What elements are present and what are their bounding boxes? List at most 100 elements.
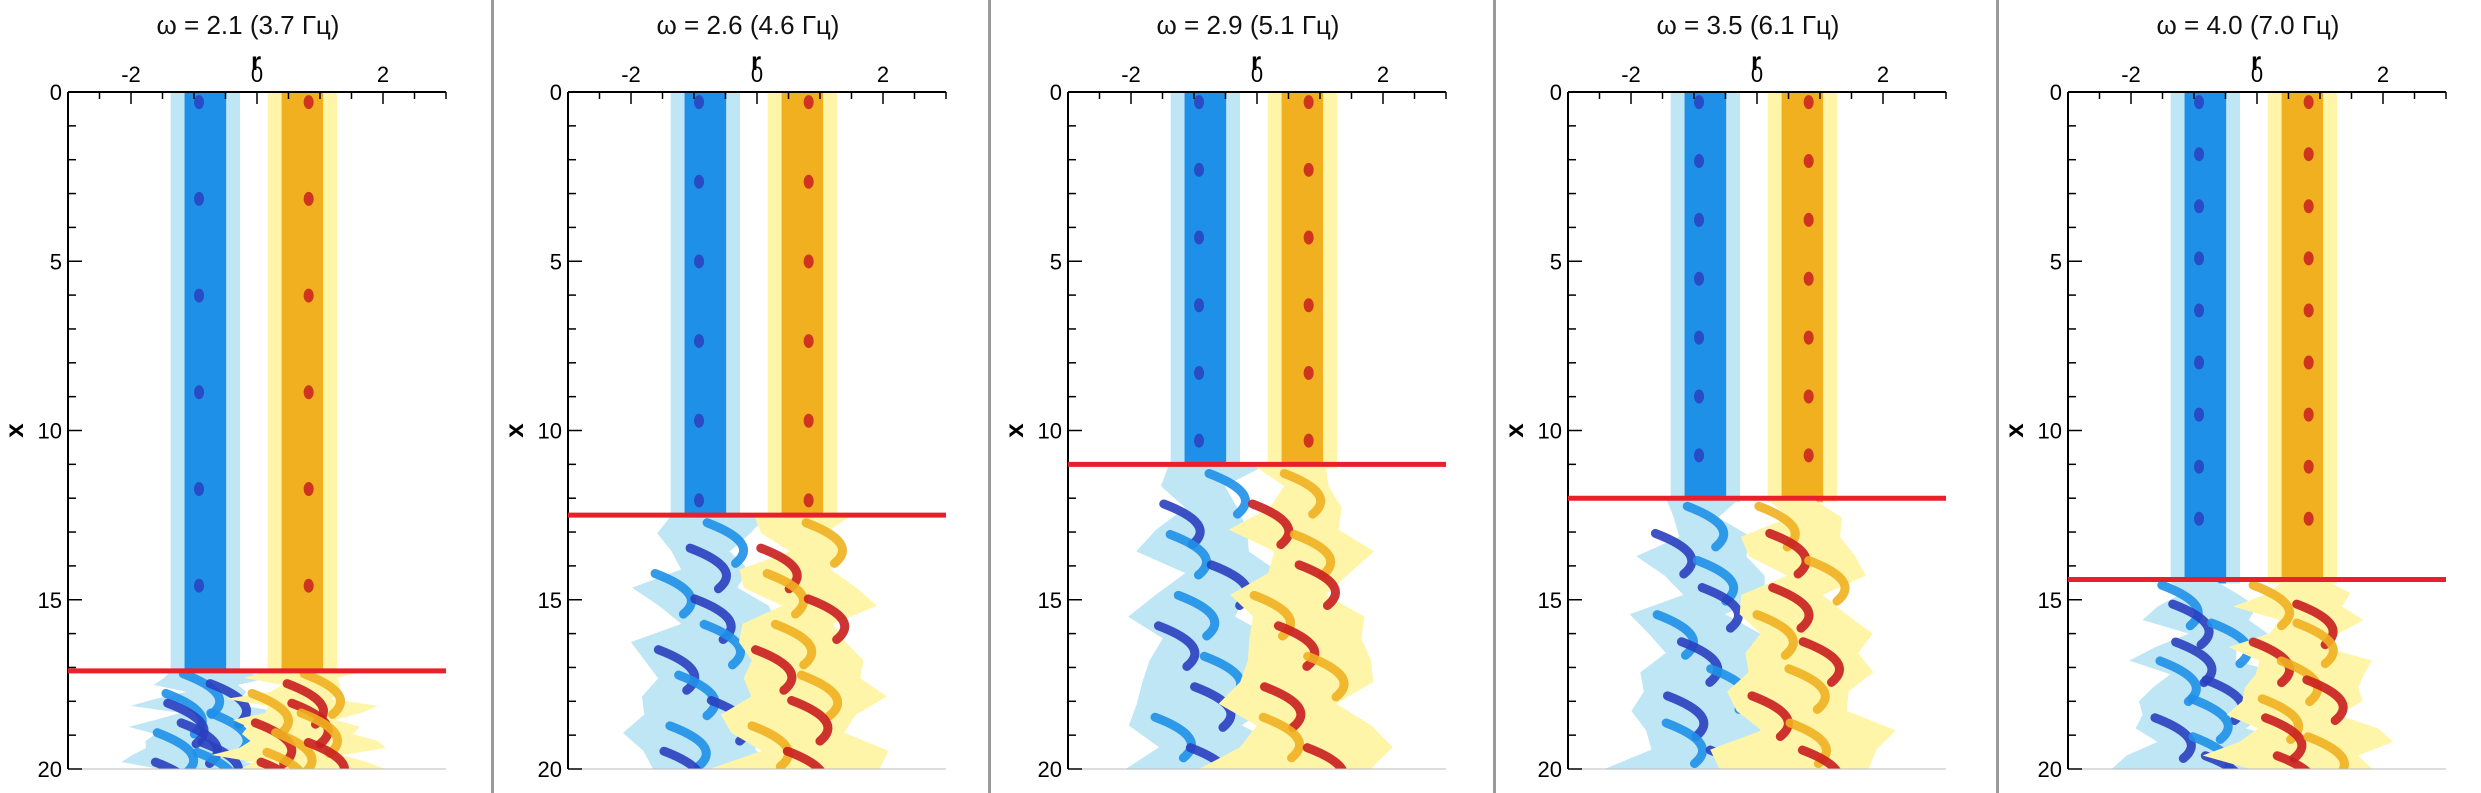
turbulent-filament xyxy=(262,747,304,769)
vortex-core xyxy=(694,413,705,428)
vortex-core xyxy=(1194,230,1205,245)
turbulent-filament xyxy=(150,757,181,769)
turbulent-filament xyxy=(1165,529,1211,580)
positive-vorticity-band xyxy=(1281,92,1324,469)
turbulent-filament xyxy=(256,757,286,769)
vortex-core xyxy=(2194,199,2205,214)
y-axis-label: x xyxy=(2000,423,2029,438)
vorticity-field xyxy=(2111,92,2394,769)
y-tick-label: 15 xyxy=(2038,588,2062,613)
x-tick-label: 0 xyxy=(2251,62,2263,87)
y-tick-label: 10 xyxy=(1538,419,1562,444)
vortex-core xyxy=(1303,433,1314,448)
turbulent-filament xyxy=(747,721,793,769)
turbulent-filament xyxy=(1258,712,1305,763)
vortex-core xyxy=(2303,459,2314,474)
turbulent-filament xyxy=(1173,590,1220,641)
turbulent-filament xyxy=(1661,718,1707,769)
turbulent-filament xyxy=(2302,675,2348,726)
vortex-core xyxy=(1694,95,1705,110)
turbulent-filament xyxy=(2272,751,2311,769)
vortex-core xyxy=(2303,355,2314,370)
positive-vorticity-band xyxy=(1781,92,1824,503)
x-tick-label: 2 xyxy=(1877,62,1889,87)
y-tick-label: 10 xyxy=(538,419,562,444)
y-tick-label: 0 xyxy=(50,80,62,105)
vorticity-field xyxy=(1604,92,1896,769)
y-tick-label: 0 xyxy=(2050,80,2062,105)
vortex-core xyxy=(194,95,205,110)
turbulent-filament xyxy=(1150,712,1196,763)
turbulent-filament xyxy=(2187,694,2233,744)
turbulent-filament xyxy=(685,543,731,594)
x-axis-label: r xyxy=(1251,46,1261,76)
vortex-core xyxy=(1194,433,1205,448)
negative-vorticity-band xyxy=(1684,92,1727,503)
turbulent-filament xyxy=(1765,528,1811,579)
turbulent-filament xyxy=(803,594,850,645)
vortex-core xyxy=(1303,162,1314,177)
turbulent-filament xyxy=(299,669,346,719)
y-tick-label: 5 xyxy=(1050,249,1062,274)
x-tick-label: 2 xyxy=(1377,62,1389,87)
turbulent-filament xyxy=(2168,599,2214,650)
vortex-core xyxy=(2194,251,2205,266)
turbulent-filament xyxy=(787,695,833,746)
vortex-core xyxy=(2194,511,2205,526)
y-tick-label: 20 xyxy=(1538,757,1562,782)
vortex-core xyxy=(1694,389,1705,404)
turbulent-filament xyxy=(1204,468,1250,519)
turbulent-filament xyxy=(2261,713,2307,763)
vortex-core xyxy=(2194,147,2205,162)
y-axis-label: x xyxy=(500,423,529,438)
vortex-core xyxy=(303,385,314,400)
turbulent-filament xyxy=(247,688,293,739)
vortex-core xyxy=(803,334,814,349)
turbulent-filament xyxy=(1697,583,1743,633)
turbulent-filament xyxy=(197,737,244,769)
turbulent-filament xyxy=(2303,732,2349,769)
vortex-core xyxy=(194,288,205,303)
turbulent-filament xyxy=(1804,555,1850,606)
vortex-core xyxy=(1694,212,1705,227)
turbulent-filament xyxy=(770,619,817,670)
vortex-core xyxy=(1303,365,1314,380)
chart-panel-5: ω = 4.0 (7.0 Гц) -2 0 2 0 5 10 15 20 r x xyxy=(2000,0,2481,793)
negative-vorticity-band xyxy=(1184,92,1227,469)
turbulent-filament xyxy=(2248,580,2294,631)
chart-title: ω = 3.5 (6.1 Гц) xyxy=(1656,10,1840,40)
turbulent-filament xyxy=(699,619,745,670)
y-tick-label: 15 xyxy=(538,588,562,613)
positive-vorticity-band xyxy=(781,92,824,520)
vorticity-field xyxy=(623,92,889,769)
turbulent-filament xyxy=(1797,745,1841,769)
vortex-core xyxy=(2194,303,2205,318)
turbulent-filament xyxy=(1279,468,1326,519)
turbulent-filament xyxy=(653,645,700,695)
x-axis-label: r xyxy=(1751,46,1761,76)
x-tick-label: 0 xyxy=(751,62,763,87)
vortex-core xyxy=(1803,448,1814,463)
panel-separator xyxy=(1493,0,1496,793)
positive-vorticity-band-turbulent-halo xyxy=(709,515,889,769)
chart-panel-4: ω = 3.5 (6.1 Гц) -2 0 2 0 5 10 15 20 r x xyxy=(1500,0,1996,793)
turbulent-filament xyxy=(1747,691,1793,742)
turbulent-filament xyxy=(192,747,234,769)
x-tick-label: 0 xyxy=(251,62,263,87)
vortex-core xyxy=(694,334,705,349)
turbulent-filament xyxy=(750,645,797,695)
x-tick-label: 0 xyxy=(1751,62,1763,87)
turbulent-filament xyxy=(1652,610,1698,660)
turbulent-filament xyxy=(1247,499,1294,550)
y-tick-label: 15 xyxy=(1038,588,1062,613)
turbulent-filament xyxy=(1153,621,1200,671)
x-tick-label: -2 xyxy=(2121,62,2141,87)
chart-panel-3: ω = 2.9 (5.1 Гц) -2 0 2 0 5 10 15 20 r x xyxy=(1000,0,1496,793)
vortex-core xyxy=(803,174,814,189)
vortex-core xyxy=(803,413,814,428)
vorticity-field xyxy=(121,92,386,769)
negative-vorticity-band xyxy=(684,92,727,520)
turbulent-filament xyxy=(1768,583,1814,633)
vortex-core xyxy=(803,95,814,110)
